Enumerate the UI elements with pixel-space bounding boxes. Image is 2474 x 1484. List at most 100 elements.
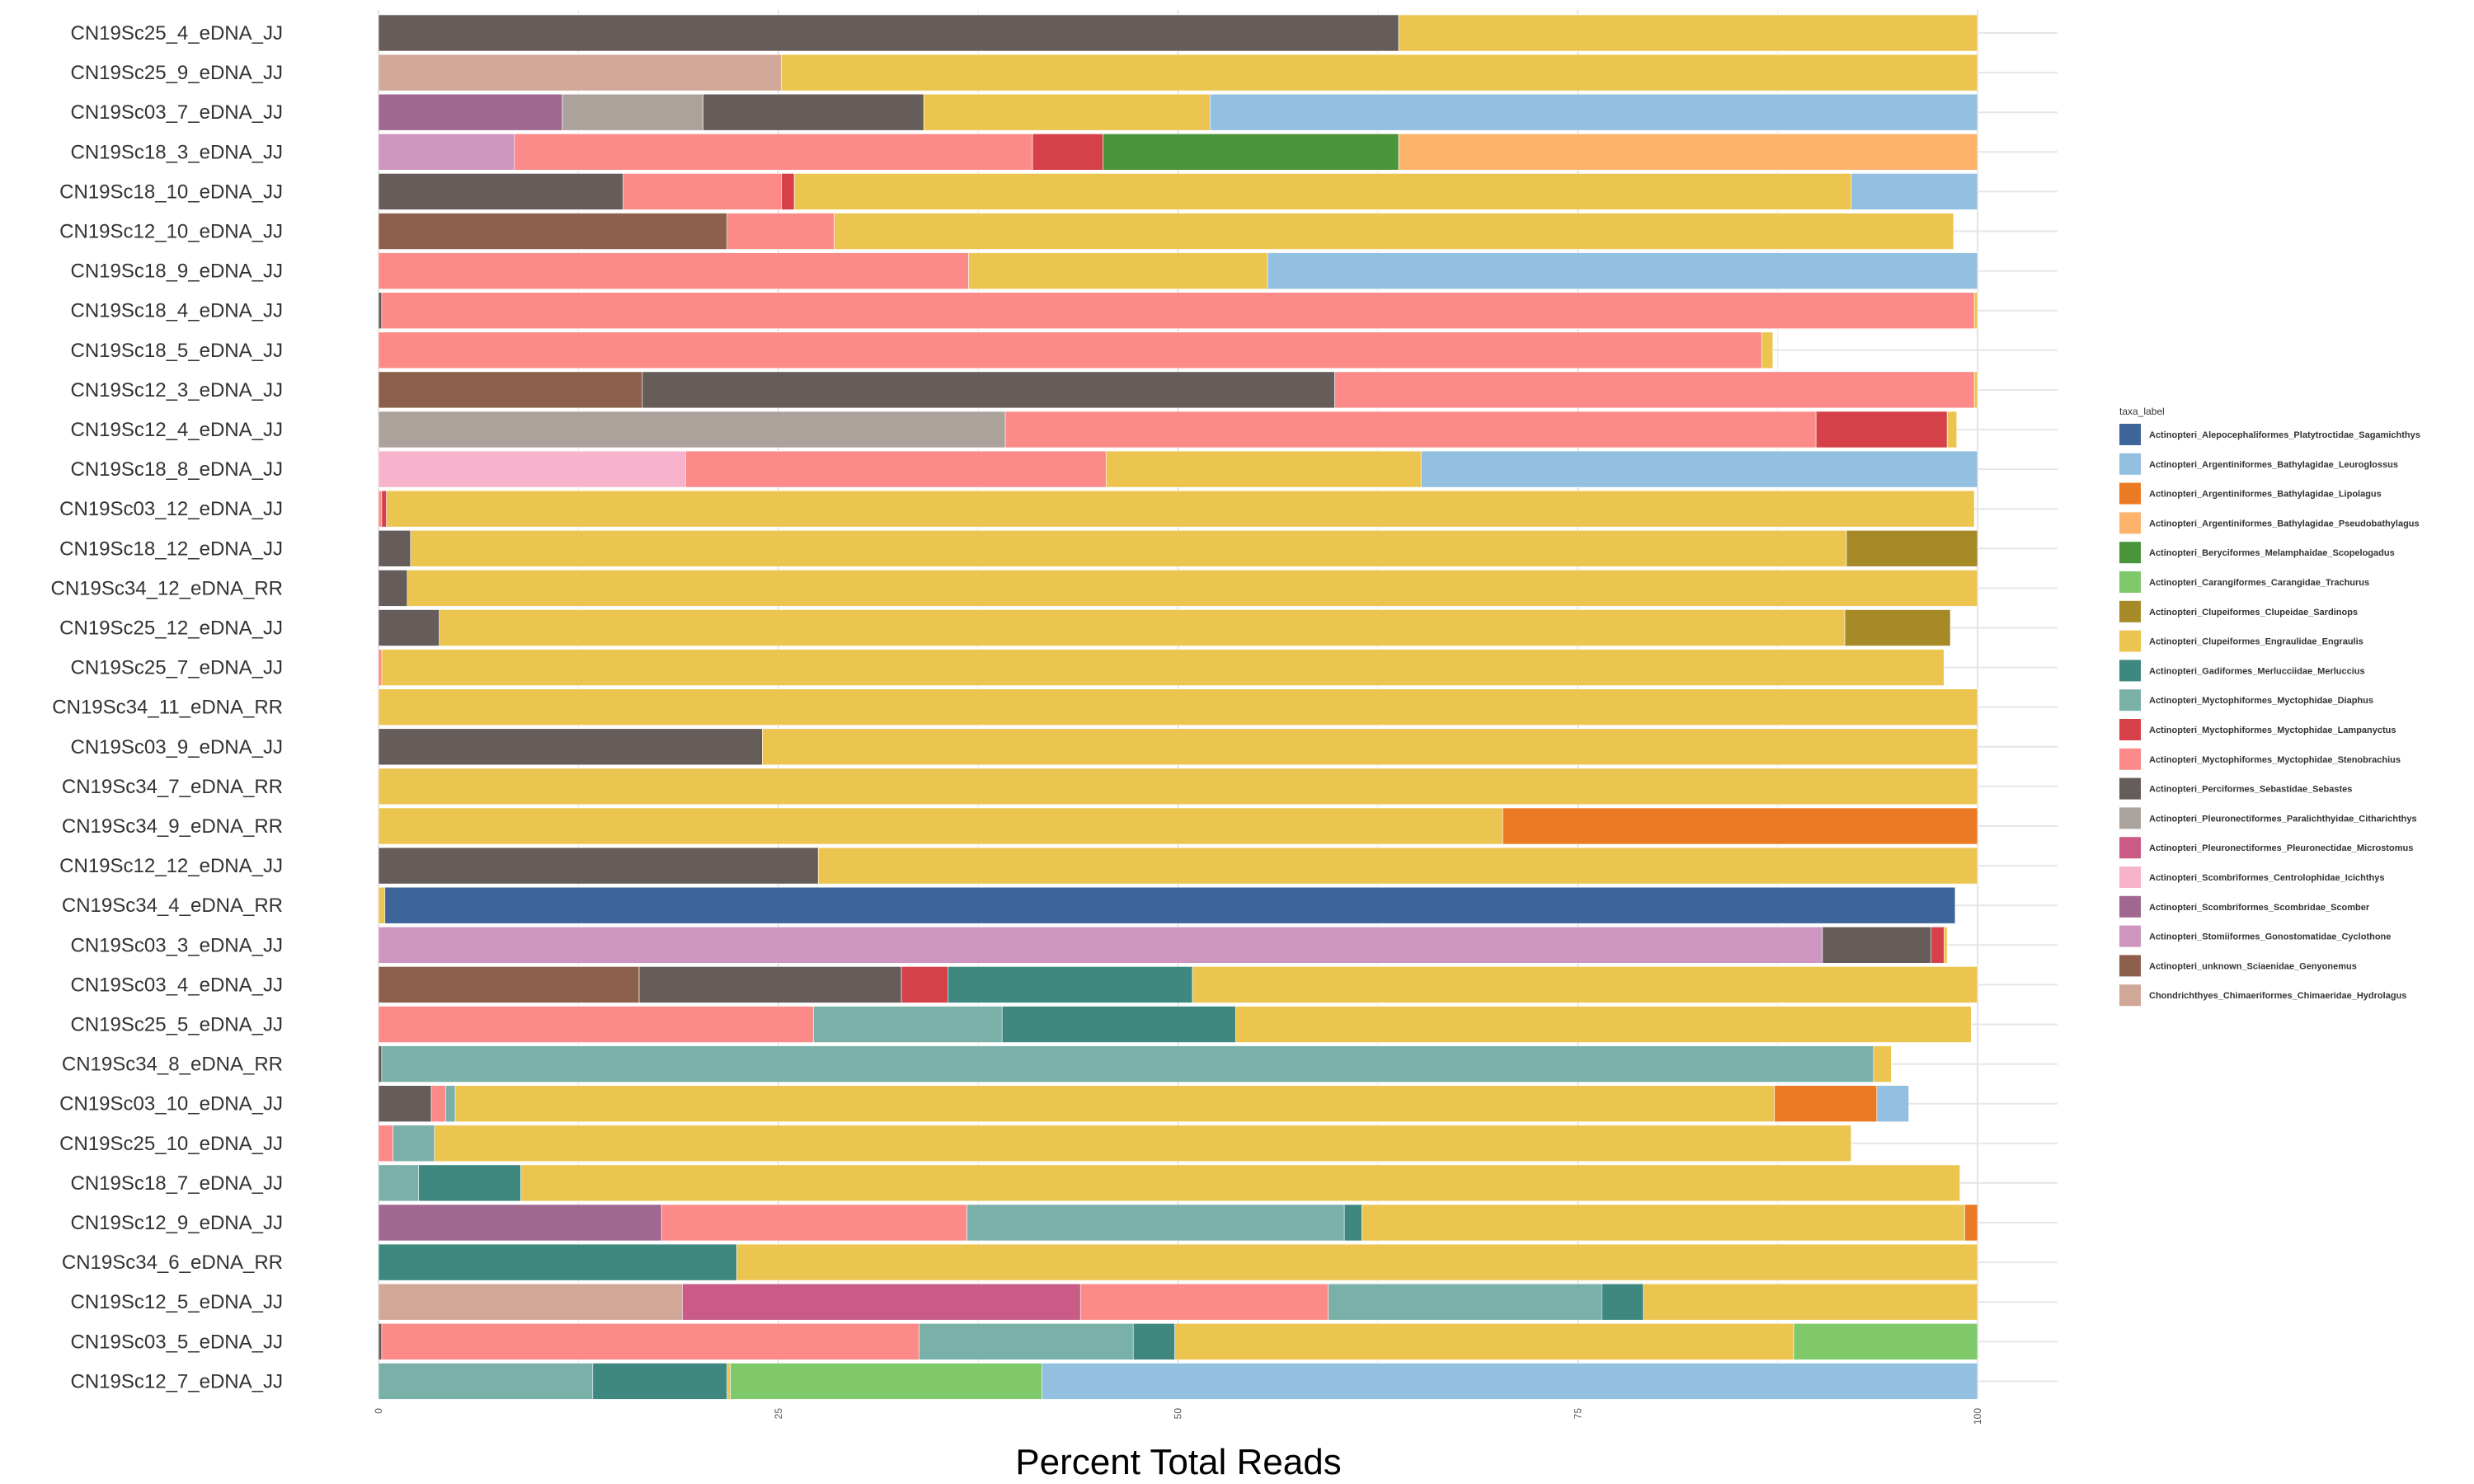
y-tick-label: CN19Sc18_3_eDNA_JJ [71,141,283,163]
bar-segment-cn19sc18-7-edna-jj [520,1164,1960,1202]
legend-label: Actinopteri_Myctophiformes_Myctophidae_D… [2149,696,2373,706]
legend-label: Actinopteri_Gadiformes_Merlucciidae_Merl… [2149,666,2365,676]
legend-key-actinopteri-argentiniformes-bathylagidae-pseudobathylagus [2119,512,2141,534]
bar-segment-cn19sc34-7-edna-rr [378,768,1978,805]
bar-segment-cn19sc12-9-edna-jj [967,1204,1345,1242]
bar-segment-cn19sc34-12-edna-rr [378,570,408,607]
bar-segment-cn19sc12-3-edna-jj [1973,371,1978,409]
bar-segment-cn19sc12-9-edna-jj [1362,1204,1965,1242]
bar-segment-cn19sc34-4-edna-rr [384,886,1956,924]
bar-segment-cn19sc03-7-edna-jj [1209,93,1978,131]
y-tick-label: CN19Sc12_10_eDNA_JJ [59,221,283,243]
bar-segment-cn19sc03-7-edna-jj [703,93,924,131]
bar-segment-cn19sc34-6-edna-rr [736,1243,1978,1281]
y-tick-label: CN19Sc25_9_eDNA_JJ [71,62,283,84]
legend-title: taxa_label [2119,406,2165,417]
legend-key-actinopteri-unknown-sciaenidae-genyonemus [2119,955,2141,977]
bar-segment-cn19sc03-10-edna-jj [454,1085,1776,1122]
y-tick-label: CN19Sc25_7_eDNA_JJ [71,657,283,679]
x-tick-label: 25 [773,1408,784,1420]
bar-segment-cn19sc12-5-edna-jj [1602,1283,1644,1321]
legend-label: Actinopteri_Myctophiformes_Myctophidae_L… [2149,726,2396,735]
bar-segment-cn19sc18-8-edna-jj [1420,450,1978,488]
bar-segment-cn19sc18-9-edna-jj [1267,252,1978,289]
legend-label: Actinopteri_Pleuronectiformes_Paralichth… [2149,814,2417,824]
legend-key-actinopteri-beryciformes-melamphaidae-scopelogadus [2119,542,2141,564]
bar-segment-cn19sc03-5-edna-jj [1132,1323,1175,1360]
bar-segment-cn19sc03-4-edna-jj [901,966,948,1003]
x-tick-label: 50 [1173,1408,1184,1420]
y-tick-label: CN19Sc34_4_eDNA_RR [62,895,283,917]
bar-segment-cn19sc34-8-edna-rr [381,1045,1874,1082]
y-tick-label: CN19Sc03_10_eDNA_JJ [59,1093,283,1115]
y-tick-label: CN19Sc34_6_eDNA_RR [62,1252,283,1274]
bar-segment-cn19sc12-9-edna-jj [378,1204,662,1242]
bar-segment-cn19sc34-4-edna-rr [378,886,386,924]
y-tick-label: CN19Sc18_4_eDNA_JJ [71,300,283,322]
y-tick-label: CN19Sc34_7_eDNA_RR [62,776,283,798]
bar-segment-cn19sc12-12-edna-jj [378,847,819,885]
bar-segment-cn19sc18-8-edna-jj [1105,450,1422,488]
legend-key-actinopteri-scombriformes-scombridae-scomber [2119,895,2141,918]
bar-segment-cn19sc12-9-edna-jj [661,1204,967,1242]
legend-label: Actinopteri_Argentiniformes_Bathylagidae… [2149,490,2382,500]
bar-segment-cn19sc03-7-edna-jj [562,93,703,131]
y-tick-label: CN19Sc18_10_eDNA_JJ [59,181,283,203]
bar-segment-cn19sc18-3-edna-jj [1032,134,1103,171]
y-tick-label: CN19Sc12_3_eDNA_JJ [71,379,283,402]
bar-segment-cn19sc25-10-edna-jj [393,1125,435,1162]
y-tick-label: CN19Sc25_10_eDNA_JJ [59,1133,283,1155]
bar-segment-cn19sc03-4-edna-jj [638,966,902,1003]
bar-segment-cn19sc03-12-edna-jj [381,490,387,528]
bar-segment-cn19sc12-10-edna-jj [834,213,1954,250]
bar-segment-cn19sc12-7-edna-jj [727,1363,731,1400]
bar-segment-cn19sc34-12-edna-rr [407,570,1978,607]
y-tick-label: CN19Sc25_12_eDNA_JJ [59,618,283,640]
bar-segment-cn19sc25-4-edna-jj [378,14,1399,52]
bar-segment-cn19sc03-3-edna-jj [378,927,1823,964]
bar-segment-cn19sc18-9-edna-jj [968,252,1268,289]
bar-segment-cn19sc03-5-edna-jj [381,1323,920,1360]
bar-segment-cn19sc25-5-edna-jj [1001,1006,1236,1043]
bar-segment-cn19sc25-5-edna-jj [378,1006,814,1043]
bar-segment-cn19sc34-6-edna-rr [378,1243,737,1281]
bar-segment-cn19sc18-10-edna-jj [378,173,623,210]
bar-segment-cn19sc12-7-edna-jj [730,1363,1042,1400]
legend-label: Actinopteri_Alepocephaliformes_Platytroc… [2149,430,2420,440]
bar-segment-cn19sc34-9-edna-rr [1502,807,1978,845]
bar-segment-cn19sc34-8-edna-rr [1873,1045,1892,1082]
legend-key-actinopteri-gadiformes-merlucciidae-merluccius [2119,660,2141,682]
bar-segment-cn19sc12-10-edna-jj [727,213,835,250]
legend-label: Actinopteri_Clupeiformes_Clupeidae_Sardi… [2149,608,2358,618]
legend-label: Actinopteri_Scombriformes_Scombridae_Sco… [2149,903,2370,913]
bar-segment-cn19sc25-7-edna-jj [378,649,383,686]
bar-segment-cn19sc12-7-edna-jj [592,1363,728,1400]
bar-segment-cn19sc03-10-edna-jj [1774,1085,1878,1122]
y-tick-label: CN19Sc18_5_eDNA_JJ [71,340,283,362]
bar-segment-cn19sc03-9-edna-jj [762,728,1978,766]
bar-segment-cn19sc18-8-edna-jj [684,450,1107,488]
bar-segment-cn19sc25-12-edna-jj [378,609,440,646]
legend-key-actinopteri-pleuronectiformes-pleuronectidae-microstomus [2119,837,2141,859]
x-tick-label: 0 [373,1408,384,1414]
y-tick-label: CN19Sc25_5_eDNA_JJ [71,1014,283,1036]
y-tick-label: CN19Sc03_4_eDNA_JJ [71,974,283,996]
bar-segment-cn19sc12-9-edna-jj [1964,1204,1978,1242]
bar-segment-cn19sc34-8-edna-rr [378,1045,383,1082]
bar-segment-cn19sc18-4-edna-jj [381,292,1975,330]
bar-segment-cn19sc12-7-edna-jj [1042,1363,1978,1400]
bar-segment-cn19sc03-5-edna-jj [1793,1323,1978,1360]
bar-segment-cn19sc03-3-edna-jj [1822,927,1932,964]
legend-key-actinopteri-clupeiformes-clupeidae-sardinops [2119,600,2141,622]
bar-segment-cn19sc25-10-edna-jj [434,1125,1852,1162]
y-tick-label: CN19Sc03_3_eDNA_JJ [71,934,283,956]
bar-segment-cn19sc03-3-edna-jj [1931,927,1945,964]
bar-segment-cn19sc34-11-edna-rr [378,688,1978,726]
bar-segment-cn19sc03-7-edna-jj [378,93,563,131]
legend-key-actinopteri-carangiformes-carangidae-trachurus [2119,571,2141,593]
legend-key-actinopteri-clupeiformes-engraulidae-engraulis [2119,630,2141,652]
bar-segment-cn19sc12-3-edna-jj [1334,371,1975,409]
bar-segment-cn19sc18-3-edna-jj [1398,134,1978,171]
bar-segment-cn19sc03-5-edna-jj [919,1323,1134,1360]
bar-segment-cn19sc25-7-edna-jj [381,649,1945,686]
